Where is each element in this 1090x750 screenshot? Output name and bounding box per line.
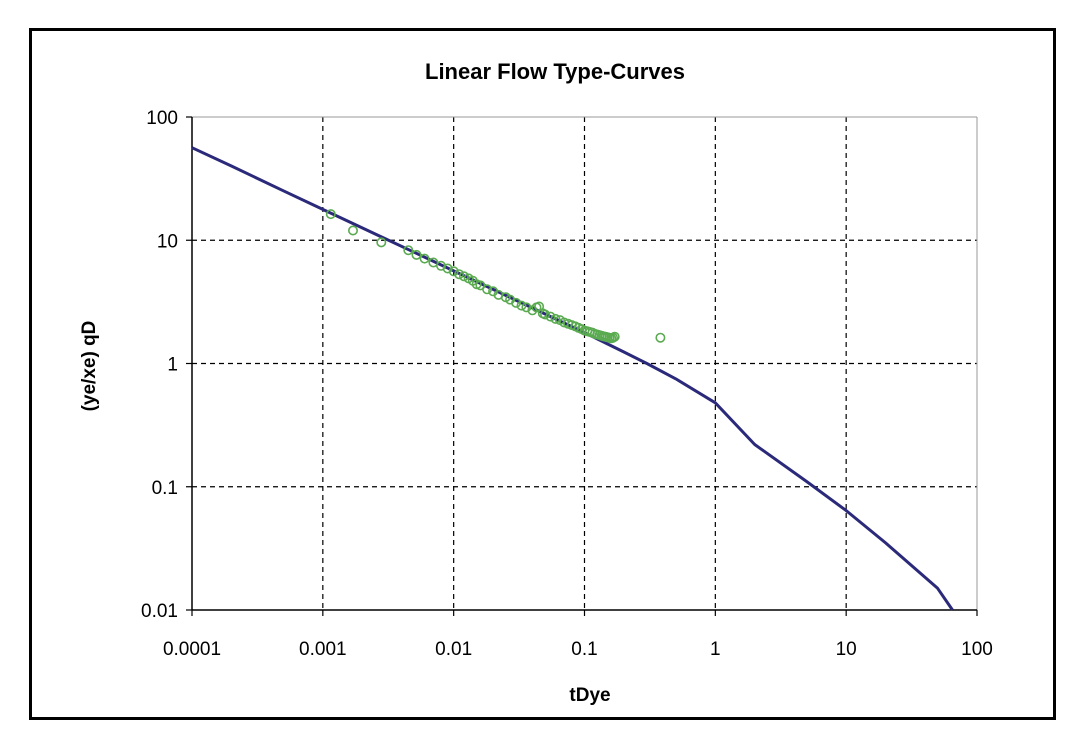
x-tick-label: 0.1 xyxy=(571,639,597,660)
data-point xyxy=(511,297,522,308)
data-point xyxy=(550,313,561,324)
y-tick-label: 10 xyxy=(157,231,178,252)
axes xyxy=(186,116,978,616)
data-point xyxy=(454,269,465,280)
data-point xyxy=(540,309,551,320)
data-point xyxy=(403,245,414,256)
y-tick-labels: 0.01 0.1 1 10 100 xyxy=(141,108,178,622)
y-axis-label: (ye/xe) qD xyxy=(79,321,100,412)
data-points xyxy=(325,209,666,344)
x-tick-label: 100 xyxy=(961,639,993,660)
data-point xyxy=(545,311,556,322)
data-point xyxy=(609,331,620,342)
data-point xyxy=(442,263,453,274)
data-point xyxy=(347,225,358,236)
x-tick-label: 0.001 xyxy=(299,639,347,660)
chart-title: Linear Flow Type-Curves xyxy=(425,59,685,84)
grid-lines xyxy=(192,117,977,610)
y-tick-label: 100 xyxy=(146,108,178,129)
data-point xyxy=(521,302,532,313)
x-axis-label: tDye xyxy=(569,685,610,706)
x-tick-label: 10 xyxy=(836,639,857,660)
x-tick-label: 0.0001 xyxy=(163,639,221,660)
chart-frame: Linear Flow Type-Curves 0.0001 0.001 0.01 0… xyxy=(29,28,1056,720)
y-tick-label: 0.01 xyxy=(141,601,178,622)
data-point xyxy=(458,271,469,282)
data-point xyxy=(655,332,666,343)
type-curve xyxy=(191,146,954,611)
y-tick-label: 0.1 xyxy=(152,478,178,499)
x-tick-label: 0.01 xyxy=(435,639,472,660)
chart-svg: Linear Flow Type-Curves 0.0001 0.001 0.01 0… xyxy=(79,59,993,706)
y-tick-label: 1 xyxy=(167,355,178,376)
data-point xyxy=(325,209,336,220)
type-curve-line xyxy=(191,146,954,611)
data-point xyxy=(411,249,422,260)
data-point xyxy=(448,266,459,277)
data-point xyxy=(482,284,493,295)
x-tick-labels: 0.0001 0.001 0.01 0.1 1 10 100 xyxy=(163,639,993,660)
data-point xyxy=(376,237,387,248)
data-point xyxy=(516,300,527,311)
x-tick-label: 1 xyxy=(710,639,721,660)
data-point xyxy=(419,253,430,264)
